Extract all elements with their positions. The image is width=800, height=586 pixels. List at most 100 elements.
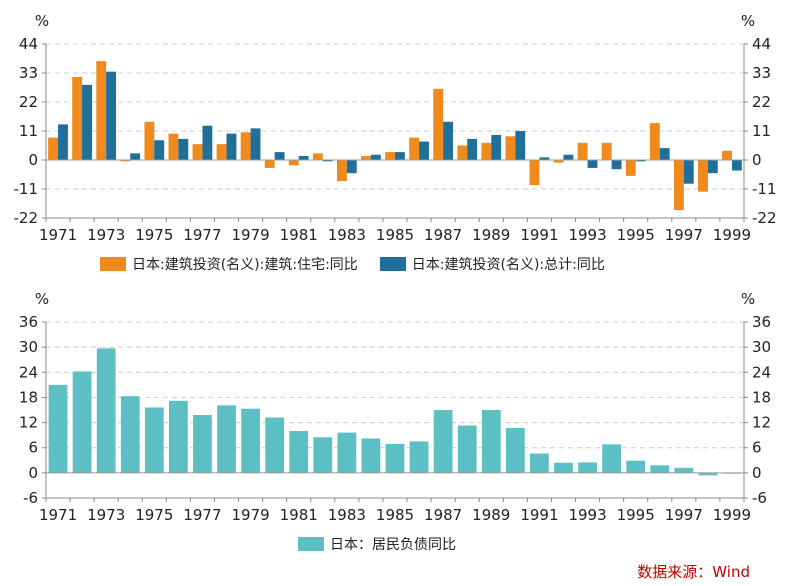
bar-日本:建筑投资(名义):建筑:住宅:同比-1981	[288, 160, 299, 166]
x-tick-label: 1993	[568, 506, 606, 524]
y-tick-label-left: 12	[19, 414, 38, 432]
bar-日本:建筑投资(名义):总计:同比-1994	[611, 160, 622, 170]
bar-日本:建筑投资(名义):建筑:住宅:同比-1991	[529, 160, 540, 186]
x-tick-label: 1999	[713, 226, 751, 244]
bar-日本:建筑投资(名义):建筑:住宅:同比-1999	[722, 150, 732, 160]
x-tick-label: 1985	[376, 226, 414, 244]
x-tick-label: 1973	[87, 506, 125, 524]
bar-日本：居民负债同比-1973	[96, 348, 116, 473]
y-tick-label-left: -11	[14, 180, 39, 198]
y-tick-label-right: 6	[752, 439, 762, 457]
bar-日本:建筑投资(名义):总计:同比-1975	[154, 140, 165, 160]
x-tick-label: 1995	[617, 506, 655, 524]
y-tick-label-left: 18	[19, 388, 38, 406]
bar-日本:建筑投资(名义):总计:同比-1981	[298, 156, 309, 160]
bar-日本：居民负债同比-1994	[602, 444, 622, 473]
bar-日本：居民负债同比-1974	[120, 396, 140, 473]
x-tick-label: 1991	[520, 506, 558, 524]
y-tick-label-right: -11	[752, 180, 777, 198]
y-tick-label-left: 30	[19, 338, 38, 356]
bar-日本:建筑投资(名义):总计:同比-1977	[202, 125, 213, 160]
bar-日本:建筑投资(名义):总计:同比-1999	[731, 160, 742, 171]
y-tick-label-left: -6	[23, 489, 38, 507]
y-tick-label-right: 11	[752, 122, 771, 140]
bar-日本：居民负债同比-1979	[241, 408, 260, 473]
x-tick-label: 1989	[472, 226, 510, 244]
bar-日本：居民负债同比-1993	[578, 462, 597, 473]
bar-日本:建筑投资(名义):建筑:住宅:同比-1974	[120, 160, 131, 162]
bar-日本:建筑投资(名义):总计:同比-1974	[130, 153, 141, 160]
bar-日本:建筑投资(名义):建筑:住宅:同比-1980	[264, 160, 275, 168]
chart-construction-investment: 44 44 33 33 22 22 11 11 0 0 -11 -11 -22 -22% % 1971 1973…	[14, 12, 777, 244]
y-tick-label-right: 18	[752, 388, 771, 406]
bar-日本:建筑投资(名义):建筑:住宅:同比-1972	[72, 76, 83, 160]
x-tick-label: 1985	[376, 506, 414, 524]
bar-日本：居民负债同比-1989	[481, 410, 501, 473]
x-tick-label: 1987	[424, 226, 462, 244]
legend-label-household-debt: 日本：居民负债同比	[330, 537, 456, 553]
y-tick-label-left: 33	[19, 64, 38, 82]
y-tick-label-right: 12	[752, 414, 771, 432]
y-tick-label-right: 0	[752, 151, 762, 169]
bar-日本：居民负债同比-1988	[457, 425, 477, 473]
y-tick-label-left: 44	[19, 35, 38, 53]
legend-swatch-total	[379, 257, 406, 271]
bar-日本：居民负债同比-1975	[144, 407, 164, 473]
bar-日本：居民负债同比-1991	[530, 453, 549, 473]
bar-日本：居民负债同比-1980	[265, 417, 285, 473]
bar-日本:建筑投资(名义):建筑:住宅:同比-1988	[457, 145, 468, 160]
chart-household-debt: 36 36 30 30 24 24 18 18 12 12 6 6 0 0 -6 -6% % 1971 1973 19…	[19, 290, 771, 524]
x-tick-label: 1983	[328, 506, 366, 524]
y-tick-label-right: 24	[752, 363, 771, 381]
y-tick-label-right: 0	[752, 464, 762, 482]
bar-日本：居民负债同比-1982	[313, 437, 333, 473]
bar-日本：居民负债同比-1971	[48, 384, 68, 473]
legend-item-household-debt: 日本：居民负债同比	[298, 534, 456, 554]
x-tick-label: 1971	[39, 226, 77, 244]
bar-日本:建筑投资(名义):建筑:住宅:同比-1998	[698, 160, 708, 192]
bar-日本：居民负债同比-1995	[626, 460, 646, 473]
x-tick-label: 1975	[135, 226, 173, 244]
bar-日本:建筑投资(名义):建筑:住宅:同比-1977	[192, 144, 203, 160]
bar-日本:建筑投资(名义):建筑:住宅:同比-1979	[240, 132, 251, 160]
bar-日本:建筑投资(名义):总计:同比-1984	[370, 154, 381, 160]
legend-label-residential: 日本:建筑投资(名义):建筑:住宅:同比	[132, 257, 358, 273]
bar-日本:建筑投资(名义):总计:同比-1996	[659, 148, 670, 160]
y-tick-label-left: 24	[19, 363, 38, 381]
bar-日本:建筑投资(名义):总计:同比-1990	[515, 131, 526, 160]
bar-日本:建筑投资(名义):建筑:住宅:同比-1990	[505, 136, 516, 160]
data-source-note: 数据来源：Wind	[637, 563, 750, 581]
bar-日本:建筑投资(名义):建筑:住宅:同比-1994	[601, 142, 612, 160]
x-tick-label: 1997	[665, 226, 703, 244]
bar-日本:建筑投资(名义):总计:同比-1986	[419, 141, 429, 160]
bar-日本:建筑投资(名义):总计:同比-1988	[467, 138, 478, 160]
x-tick-label: 1991	[520, 226, 558, 244]
bar-日本:建筑投资(名义):总计:同比-1989	[491, 134, 502, 160]
bar-日本:建筑投资(名义):总计:同比-1993	[587, 160, 598, 168]
bar-日本：居民负债同比-1978	[217, 405, 236, 473]
bar-日本：居民负债同比-1986	[409, 441, 429, 473]
bar-日本：居民负债同比-1981	[289, 430, 309, 473]
y-tick-label-left: 36	[19, 313, 38, 331]
bar-日本：居民负债同比-1987	[433, 410, 453, 473]
x-tick-label: 1981	[280, 226, 318, 244]
bar-日本:建筑投资(名义):总计:同比-1991	[539, 157, 550, 160]
bar-日本:建筑投资(名义):总计:同比-1983	[346, 160, 357, 174]
bar-日本：居民负债同比-1998	[698, 472, 718, 476]
y-tick-label-right: 30	[752, 338, 771, 356]
bar-日本：居民负债同比-1997	[674, 467, 694, 473]
bar-日本:建筑投资(名义):总计:同比-1987	[443, 121, 454, 160]
y-tick-label-right: 33	[752, 64, 771, 82]
x-tick-label: 1971	[39, 506, 77, 524]
y-unit-right: %	[741, 12, 755, 30]
y-tick-label-right: 44	[752, 35, 771, 53]
bar-日本：居民负债同比-1983	[337, 432, 357, 473]
x-tick-label: 1975	[135, 506, 173, 524]
bar-日本:建筑投资(名义):总计:同比-1982	[322, 160, 333, 162]
x-tick-label: 1989	[472, 506, 510, 524]
bar-日本:建筑投资(名义):总计:同比-1980	[274, 152, 285, 160]
bar-日本:建筑投资(名义):建筑:住宅:同比-1973	[96, 61, 107, 160]
bar-日本:建筑投资(名义):总计:同比-1973	[106, 71, 117, 160]
y-tick-label-right: 22	[752, 93, 771, 111]
y-tick-label-right: -6	[752, 489, 767, 507]
